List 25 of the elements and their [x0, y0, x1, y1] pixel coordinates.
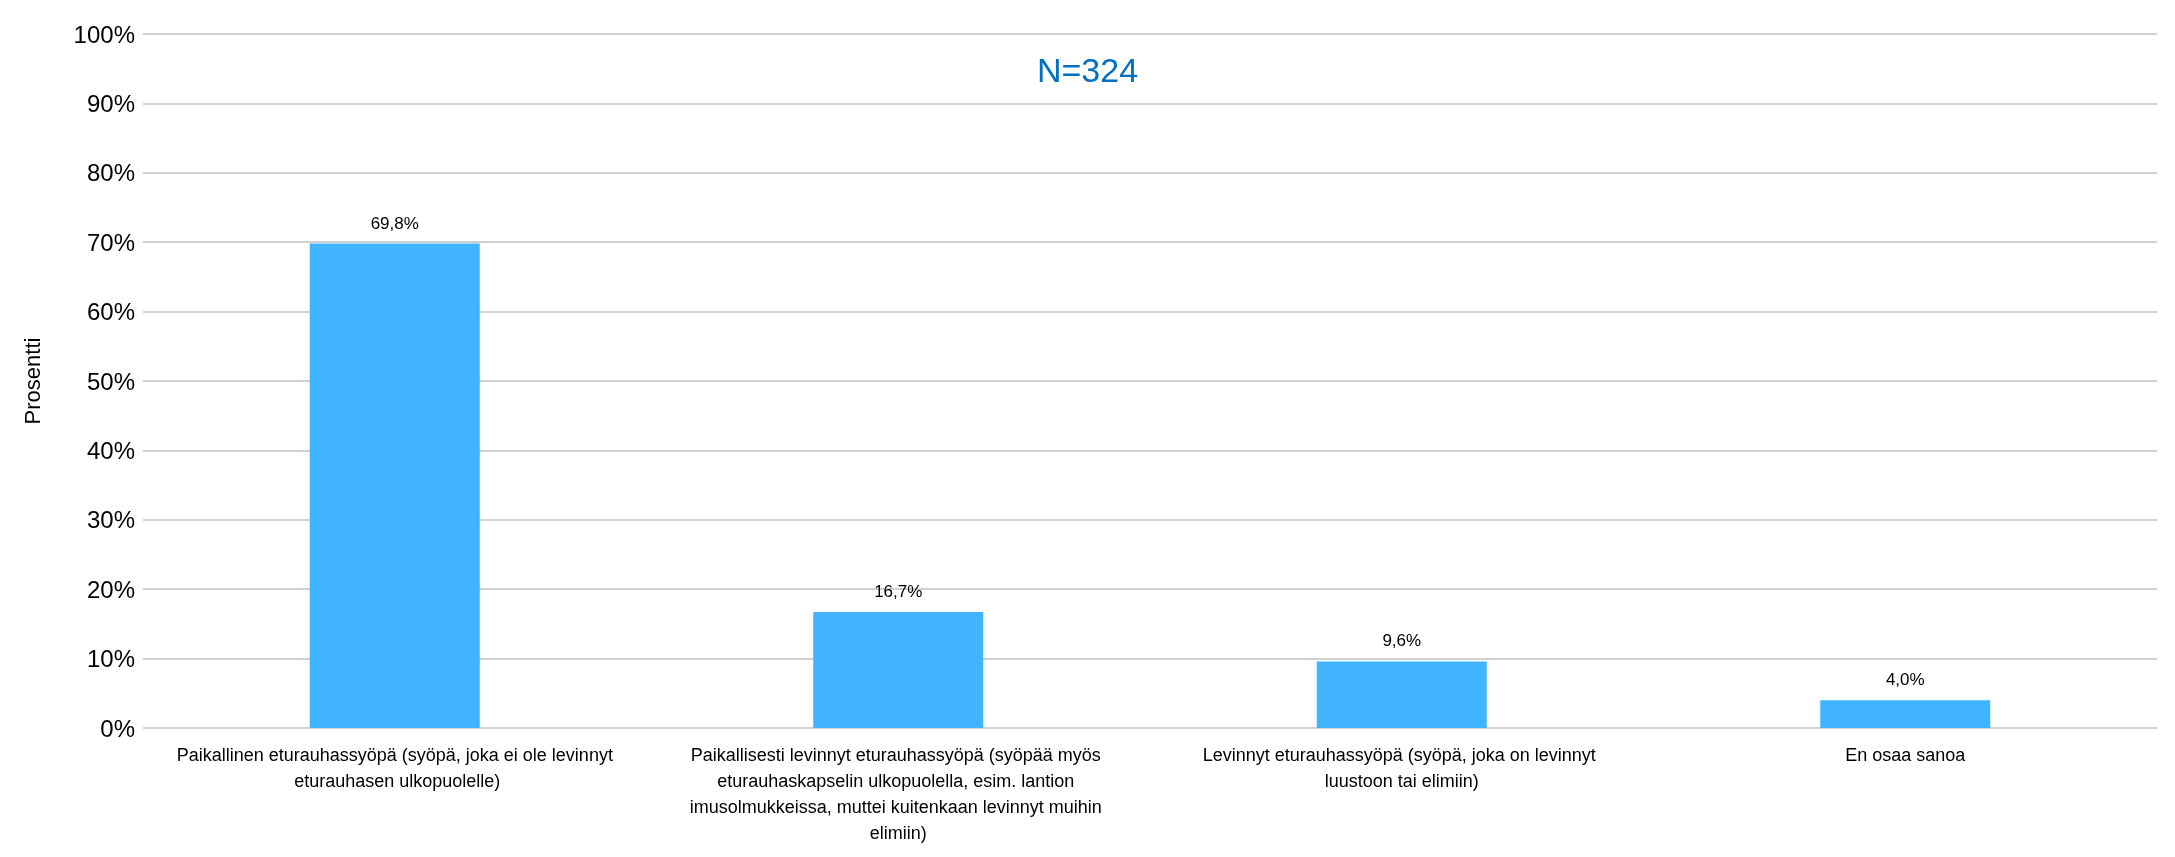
y-tick-label: 30%	[86, 506, 135, 534]
data-label: 9,6%	[1382, 631, 1422, 651]
x-tick-label: Paikallisesti levinnyt eturauhassyöpä (syöpää myös eturauhaskapselin ulkopuolella, esim. lantion imusolmukkeissa, muttei kuitenkaan levinnyt muihin elimiin)	[689, 745, 1107, 843]
bar	[813, 612, 984, 728]
data-label: 16,7%	[874, 582, 923, 602]
y-tick-label: 0%	[100, 714, 135, 742]
bar	[309, 243, 480, 728]
x-tick-label: Levinnyt eturauhassyöpä (syöpä, joka on levinnyt luustoon tai elimiin)	[1202, 745, 1601, 791]
x-tick-label: En osaa sanoa	[1845, 745, 1967, 765]
y-tick-label: 80%	[86, 159, 135, 187]
y-tick-label: 60%	[86, 298, 135, 326]
x-tick-label: Paikallinen eturauhassyöpä (syöpä, joka ei ole levinnyt eturauhasen ulkopuolelle)	[176, 745, 613, 791]
y-axis-title: Prosentti	[19, 337, 45, 425]
y-tick-label: 20%	[86, 575, 135, 603]
y-tick-label: 10%	[86, 645, 135, 673]
y-tick-label: 70%	[86, 228, 135, 256]
data-label: 69,8%	[370, 213, 419, 233]
bar	[1316, 661, 1487, 728]
y-tick-label: 100%	[73, 20, 135, 48]
y-tick-label: 40%	[86, 436, 135, 464]
text: N=324	[1036, 51, 1139, 89]
y-tick-label: 90%	[86, 89, 135, 117]
bar	[1820, 700, 1991, 728]
data-label: 4,0%	[1885, 670, 1925, 690]
y-tick-label: 50%	[86, 367, 135, 395]
